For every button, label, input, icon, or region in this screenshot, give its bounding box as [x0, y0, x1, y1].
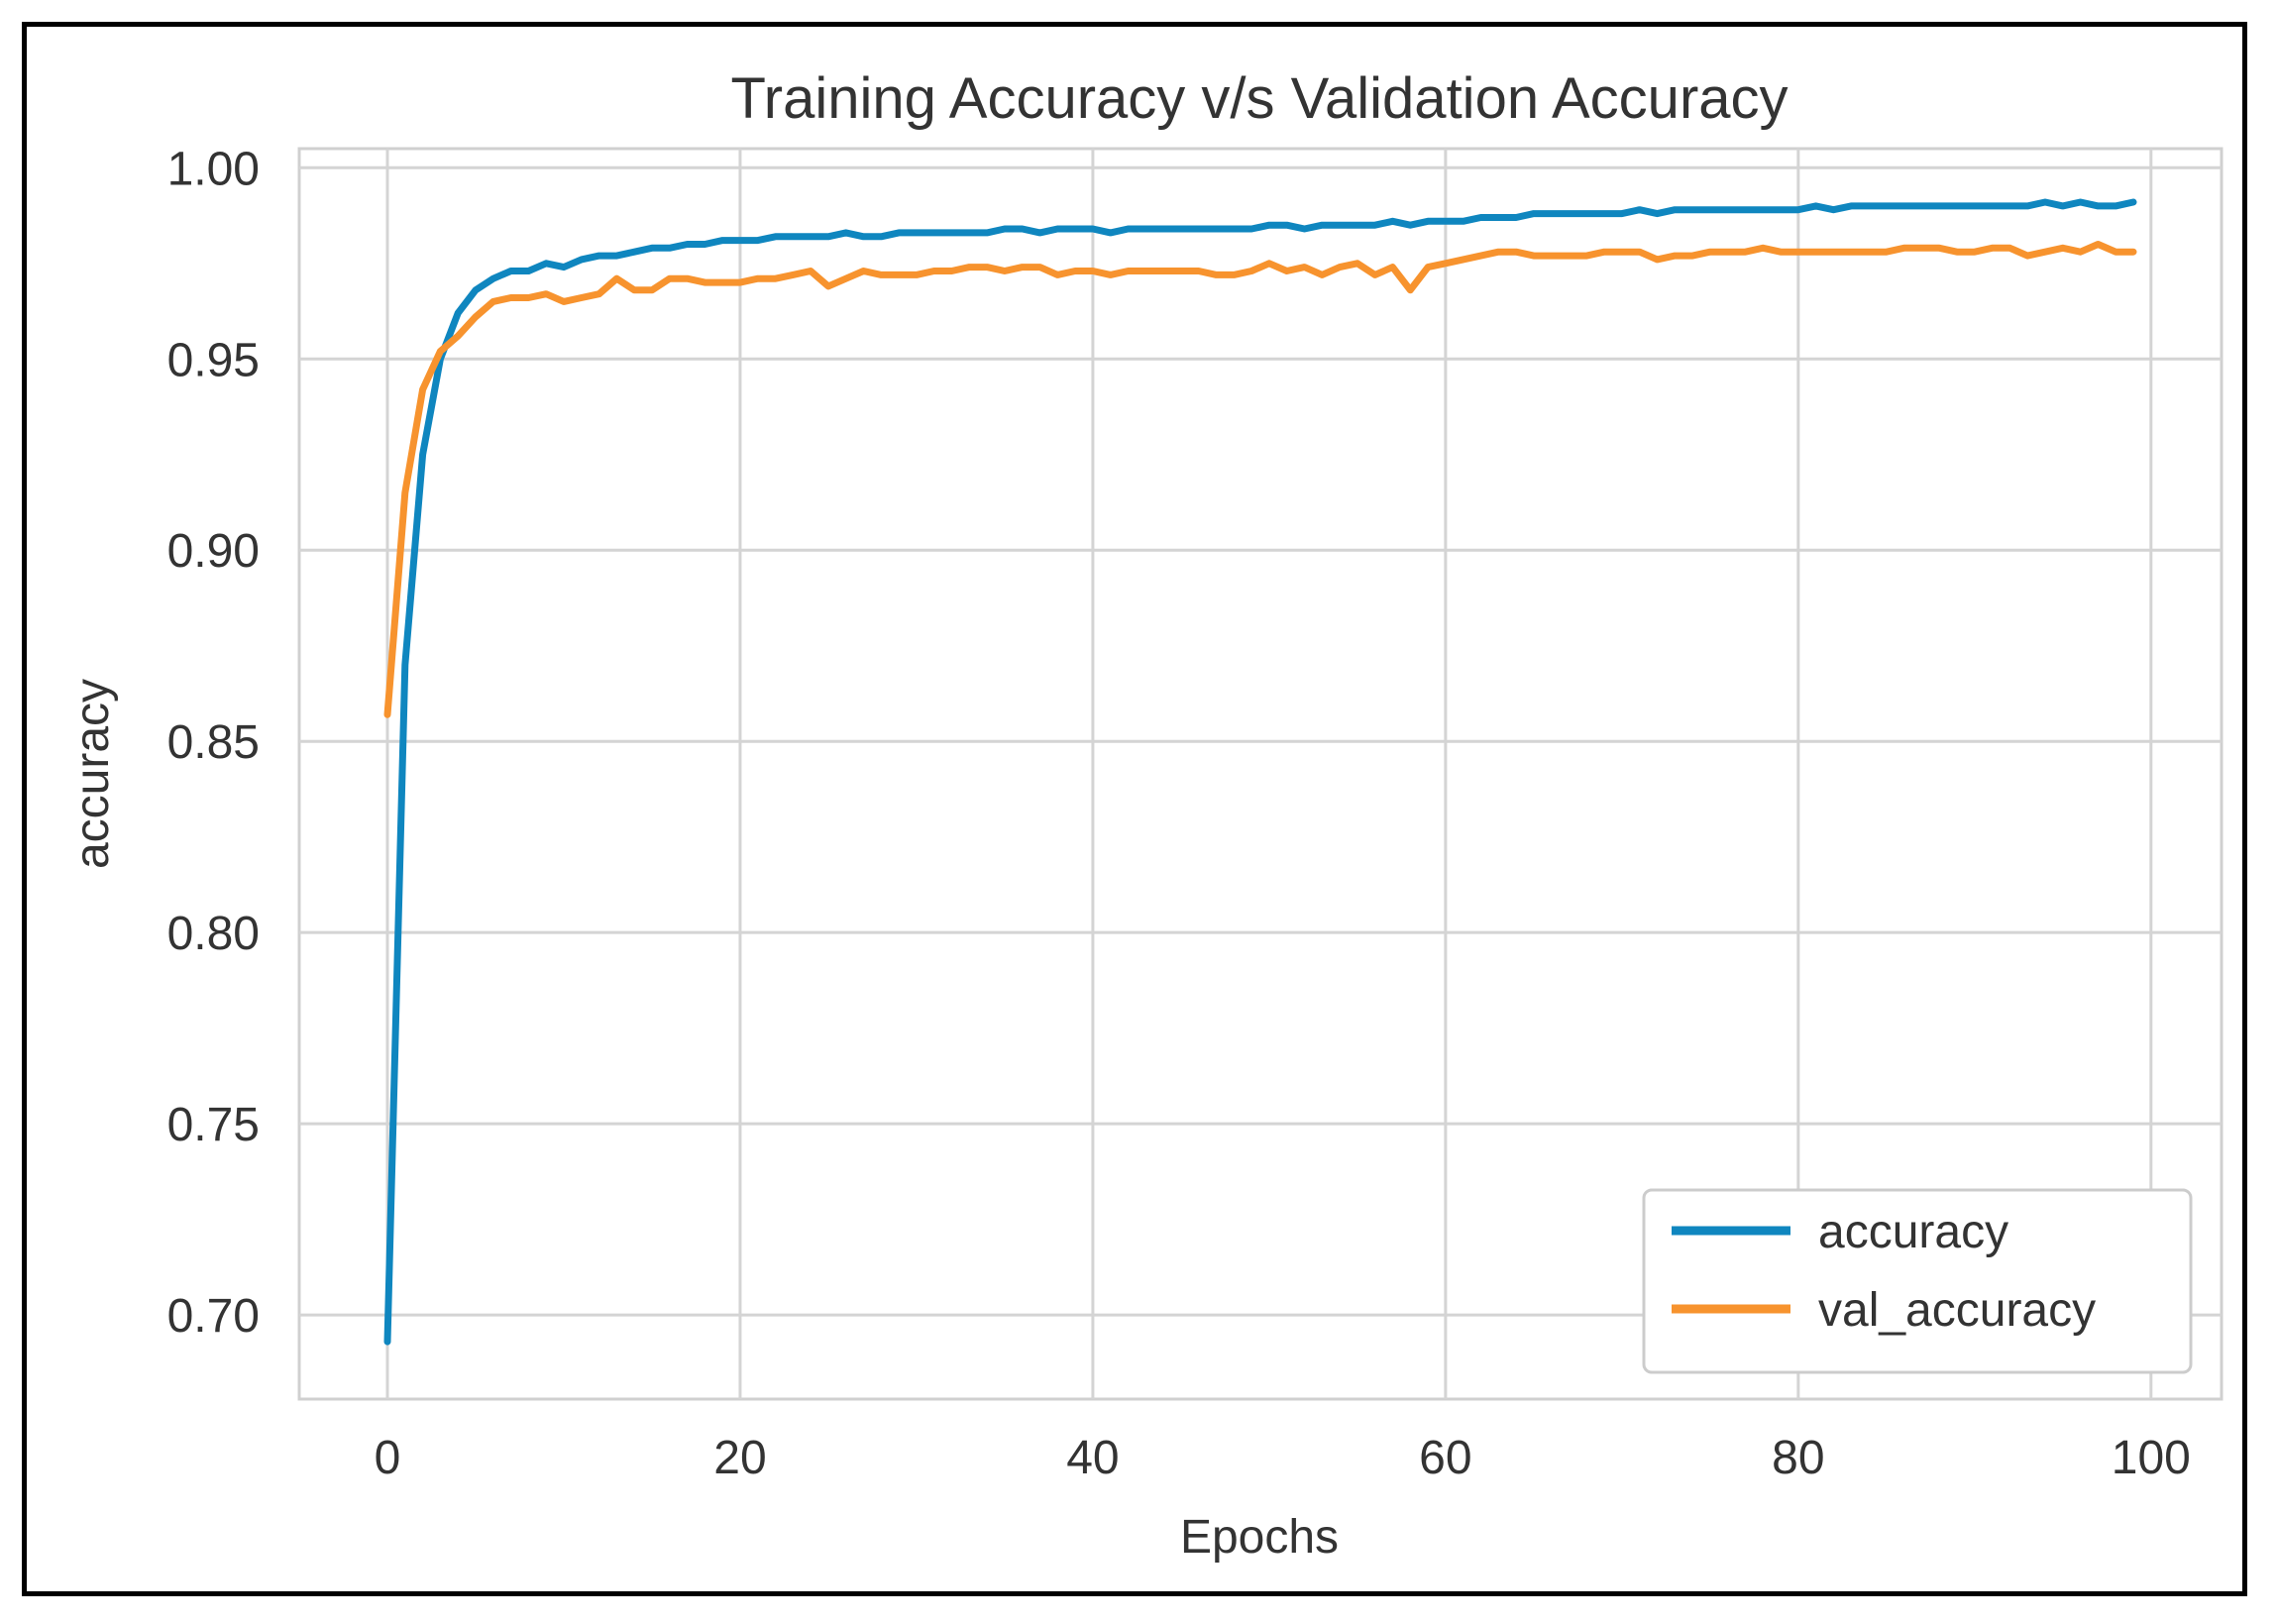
legend-label-accuracy: accuracy	[1818, 1206, 2008, 1258]
y-tick-label: 0.75	[167, 1099, 260, 1151]
legend-box	[1642, 1188, 2193, 1374]
y-tick-label: 0.80	[167, 908, 260, 960]
legend-label-val-accuracy: val_accuracy	[1818, 1284, 2096, 1337]
x-tick-label: 40	[1066, 1432, 1119, 1484]
x-tick-label: 0	[375, 1432, 401, 1484]
y-axis-label: accuracy	[66, 679, 119, 869]
x-tick-label: 100	[2112, 1432, 2191, 1484]
x-tick-label: 60	[1419, 1432, 1471, 1484]
series-lines	[383, 198, 2137, 1346]
x-tick-label: 20	[713, 1432, 766, 1484]
y-tick-label: 0.95	[167, 334, 260, 386]
chart-title: Training Accuracy v/s Validation Accurac…	[730, 66, 1788, 131]
x-axis-label: Epochs	[1180, 1511, 1339, 1564]
y-tick-label: 0.70	[167, 1290, 260, 1343]
y-tick-labels: 0.70 0.75 0.80 0.85 0.90 0.95 1.00	[167, 143, 260, 1343]
x-tick-label: 80	[1772, 1432, 1824, 1484]
series-line-val-accuracy	[383, 241, 2137, 718]
series-line-accuracy	[383, 198, 2137, 1346]
figure-frame: Training Accuracy v/s Validation Accurac…	[22, 22, 2247, 1596]
x-tick-labels: 0 20 40 60 80 100	[375, 1432, 2191, 1484]
y-tick-label: 0.90	[167, 525, 260, 578]
line-chart: Training Accuracy v/s Validation Accurac…	[66, 66, 2223, 1564]
y-tick-label: 1.00	[167, 143, 260, 195]
y-tick-label: 0.85	[167, 716, 260, 769]
legend: accuracy val_accuracy	[1642, 1188, 2193, 1374]
